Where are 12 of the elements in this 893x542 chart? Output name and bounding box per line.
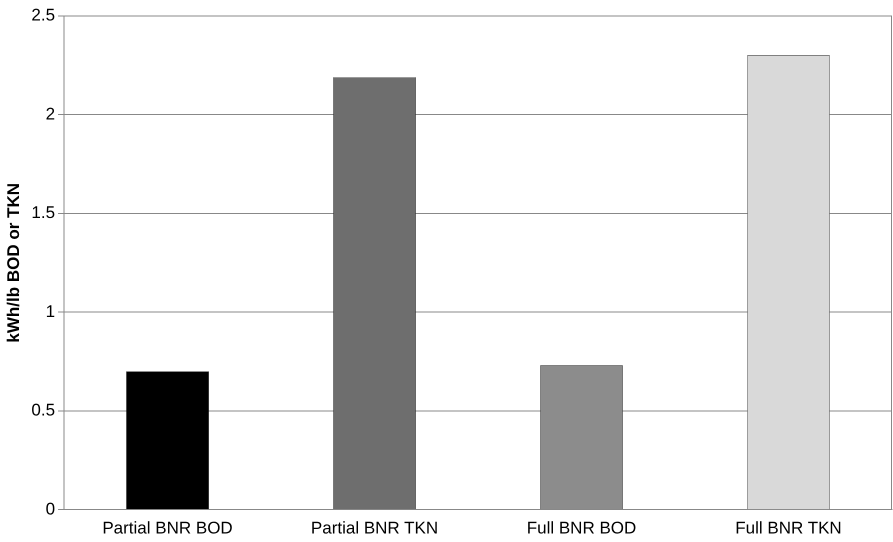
x-tick-label: Partial BNR BOD xyxy=(102,518,233,538)
x-tick-label: Full BNR BOD xyxy=(526,518,636,538)
x-tick-label: Partial BNR TKN xyxy=(310,518,438,538)
bar xyxy=(126,371,209,510)
y-tick-label: 1.5 xyxy=(31,203,56,222)
y-tick-label: 1 xyxy=(46,302,56,321)
y-tick-label: 2 xyxy=(46,104,56,124)
y-tick-label: 2.5 xyxy=(31,6,56,25)
x-tick-label: Full BNR TKN xyxy=(735,518,842,538)
y-axis-title: kWh/lb BOD or TKN xyxy=(4,182,23,343)
y-tick-label: 0 xyxy=(46,499,56,518)
y-tick-label: 0.5 xyxy=(31,400,56,420)
